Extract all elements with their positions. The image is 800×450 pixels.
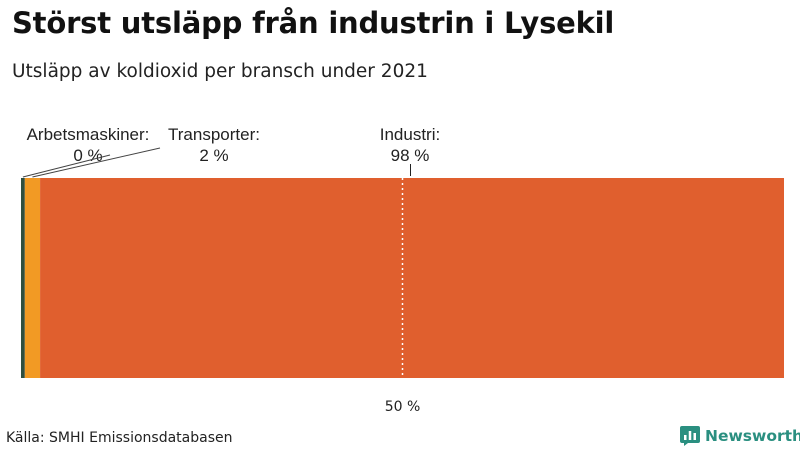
- stacked-bar-chart: Arbetsmaskiner: 0 % Transporter: 2 % Industr…: [21, 125, 784, 415]
- brand-name: Newsworthy: [705, 427, 800, 445]
- bar-segment-transporter: [24, 178, 41, 378]
- leader-line-arbetsmaskiner: [22, 154, 111, 178]
- chart-title: Störst utsläpp från industrin i Lysekil: [12, 6, 615, 40]
- segment-value-arbetsmaskiner: 0 %: [73, 146, 102, 165]
- bar-segment-industri: [40, 178, 784, 378]
- reference-line-label: 50 %: [385, 399, 421, 415]
- newsworthy-logo-icon: [680, 426, 700, 446]
- segment-label-transporter: Transporter:: [168, 125, 260, 144]
- segment-label-industri: Industri:: [380, 125, 440, 144]
- segment-labels: Arbetsmaskiner: 0 % Transporter: 2 % Industr…: [22, 125, 440, 178]
- newsworthy-logo[interactable]: Newsworthy: [680, 426, 800, 446]
- source-note: Källa: SMHI Emissionsdatabasen: [6, 430, 233, 446]
- bar-segments: [21, 178, 784, 378]
- segment-value-transporter: 2 %: [199, 146, 228, 165]
- chart-subtitle: Utsläpp av koldioxid per bransch under 2…: [12, 61, 428, 82]
- leader-line-transporter: [32, 147, 161, 178]
- segment-value-industri: 98 %: [391, 146, 430, 165]
- bar-segment-arbetsmaskiner: [21, 178, 25, 378]
- segment-label-arbetsmaskiner: Arbetsmaskiner:: [27, 125, 150, 144]
